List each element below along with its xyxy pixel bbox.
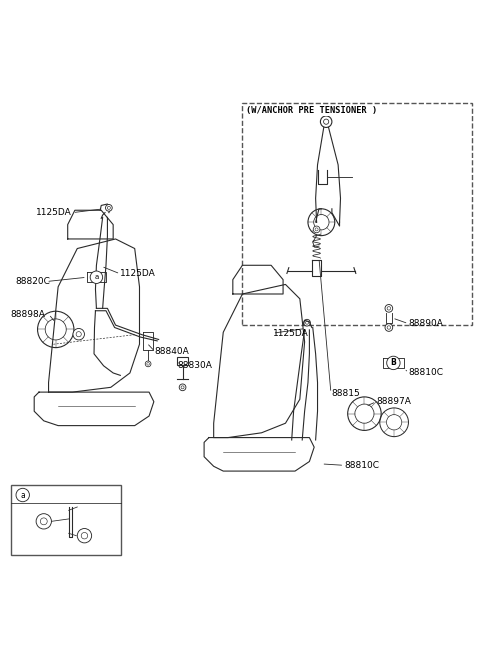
- Circle shape: [321, 116, 332, 128]
- Text: 1125DA: 1125DA: [36, 208, 72, 217]
- Circle shape: [385, 305, 393, 312]
- Text: 88840A: 88840A: [155, 347, 190, 356]
- Text: 88877: 88877: [72, 523, 100, 532]
- Text: 88830A: 88830A: [178, 362, 213, 370]
- Text: (W/ANCHOR PRE TENSIONER ): (W/ANCHOR PRE TENSIONER ): [246, 106, 377, 115]
- Text: 88897A: 88897A: [376, 397, 411, 406]
- Text: 88810C: 88810C: [344, 461, 379, 470]
- Circle shape: [179, 384, 186, 390]
- Circle shape: [16, 489, 29, 502]
- Text: 88898A: 88898A: [10, 310, 45, 318]
- Circle shape: [36, 514, 51, 529]
- Text: 88890A: 88890A: [408, 319, 444, 328]
- Circle shape: [73, 328, 84, 340]
- Bar: [177, 358, 188, 365]
- Text: 88810C: 88810C: [408, 369, 444, 377]
- Bar: [11, 485, 121, 555]
- Circle shape: [304, 320, 311, 326]
- Text: 88815: 88815: [331, 388, 360, 398]
- Circle shape: [106, 204, 112, 211]
- Text: 1125DA: 1125DA: [120, 269, 156, 278]
- Text: a: a: [20, 491, 25, 500]
- Circle shape: [145, 361, 151, 367]
- Circle shape: [77, 529, 92, 543]
- Circle shape: [90, 271, 103, 284]
- Bar: [242, 103, 472, 325]
- Text: 1125DA: 1125DA: [273, 329, 308, 338]
- Text: a: a: [94, 274, 98, 280]
- Text: B: B: [391, 358, 396, 367]
- Circle shape: [387, 356, 400, 369]
- Circle shape: [385, 324, 393, 331]
- Circle shape: [313, 226, 320, 233]
- Text: 88820C: 88820C: [15, 277, 50, 286]
- Text: 88878: 88878: [28, 506, 57, 515]
